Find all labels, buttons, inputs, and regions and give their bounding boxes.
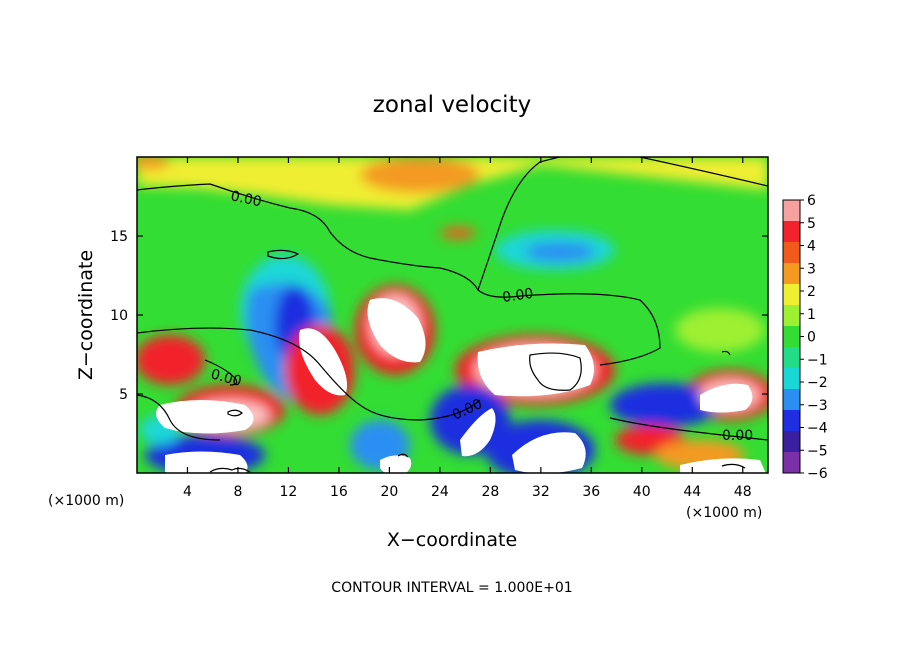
x-tick-label: 12 [280, 484, 298, 500]
x-tick-label: 20 [380, 484, 398, 500]
colorbar-swatch [783, 200, 800, 221]
x-tick-label: 48 [734, 484, 752, 500]
colorbar-tick-label: −6 [807, 466, 828, 482]
colorbar-swatch [783, 305, 800, 326]
colorbar-tick-label: 2 [807, 284, 816, 300]
x-tick-label: 36 [582, 484, 600, 500]
colorbar-swatch [783, 452, 800, 473]
colorbar-tick-label: −2 [807, 375, 828, 391]
heatmap-field: 0.00 0.00 0.00 0.00 0.00 [137, 157, 768, 473]
contour-interval-footer: CONTOUR INTERVAL = 1.000E+01 [331, 580, 572, 596]
x-tick-label: 4 [183, 484, 192, 500]
colorbar-swatch [783, 284, 800, 305]
colorbar-swatch [783, 242, 800, 263]
y-axis-label: Z−coordinate [75, 250, 97, 380]
x-axis: 4 8 12 16 20 24 28 32 36 40 44 48 [183, 157, 752, 500]
x-unit-right: (×1000 m) [686, 505, 762, 521]
zero-contours [137, 157, 768, 473]
colorbar-swatch [783, 221, 800, 242]
y-axis: 5 10 15 [110, 229, 768, 403]
x-tick-label: 8 [233, 484, 242, 500]
x-axis-label: X−coordinate [387, 529, 517, 551]
x-tick-label: 16 [330, 484, 348, 500]
x-unit-left: (×1000 m) [48, 493, 124, 509]
contour-label: 0.00 [501, 286, 534, 306]
colorbar-swatch [783, 431, 800, 452]
x-tick-label: 28 [481, 484, 499, 500]
y-tick-label: 5 [119, 387, 128, 403]
colorbar-swatch [783, 347, 800, 368]
x-tick-label: 40 [633, 484, 651, 500]
x-tick-label: 44 [683, 484, 701, 500]
colorbar-swatch [783, 389, 800, 410]
y-tick-label: 10 [110, 308, 128, 324]
colorbar-tick-label: 4 [807, 239, 816, 255]
colorbar: 6 5 4 3 2 1 0 −1 −2 −3 −4 −5 −6 [782, 193, 828, 482]
chart-title: zonal velocity [373, 92, 531, 118]
x-tick-label: 24 [431, 484, 449, 500]
contour-label: 0.00 [209, 366, 243, 390]
contour-label: 0.00 [722, 428, 753, 444]
x-tick-label: 32 [532, 484, 550, 500]
colorbar-tick-label: −5 [807, 443, 828, 459]
colorbar-tick-label: 5 [807, 216, 816, 232]
colorbar-tick-label: −3 [807, 398, 828, 414]
colorbar-tick-label: −1 [807, 352, 828, 368]
colorbar-swatch [783, 368, 800, 389]
y-tick-label: 15 [110, 229, 128, 245]
contour-label: 0.00 [229, 188, 263, 210]
colorbar-swatch [783, 263, 800, 284]
colorbar-tick-label: 1 [807, 307, 816, 323]
colorbar-tick-label: 6 [807, 193, 816, 209]
colorbar-tick-label: 3 [807, 261, 816, 277]
colorbar-tick-label: 0 [807, 330, 816, 346]
colorbar-swatch [783, 410, 800, 431]
colorbar-swatch [783, 326, 800, 347]
colorbar-tick-label: −4 [807, 421, 828, 437]
